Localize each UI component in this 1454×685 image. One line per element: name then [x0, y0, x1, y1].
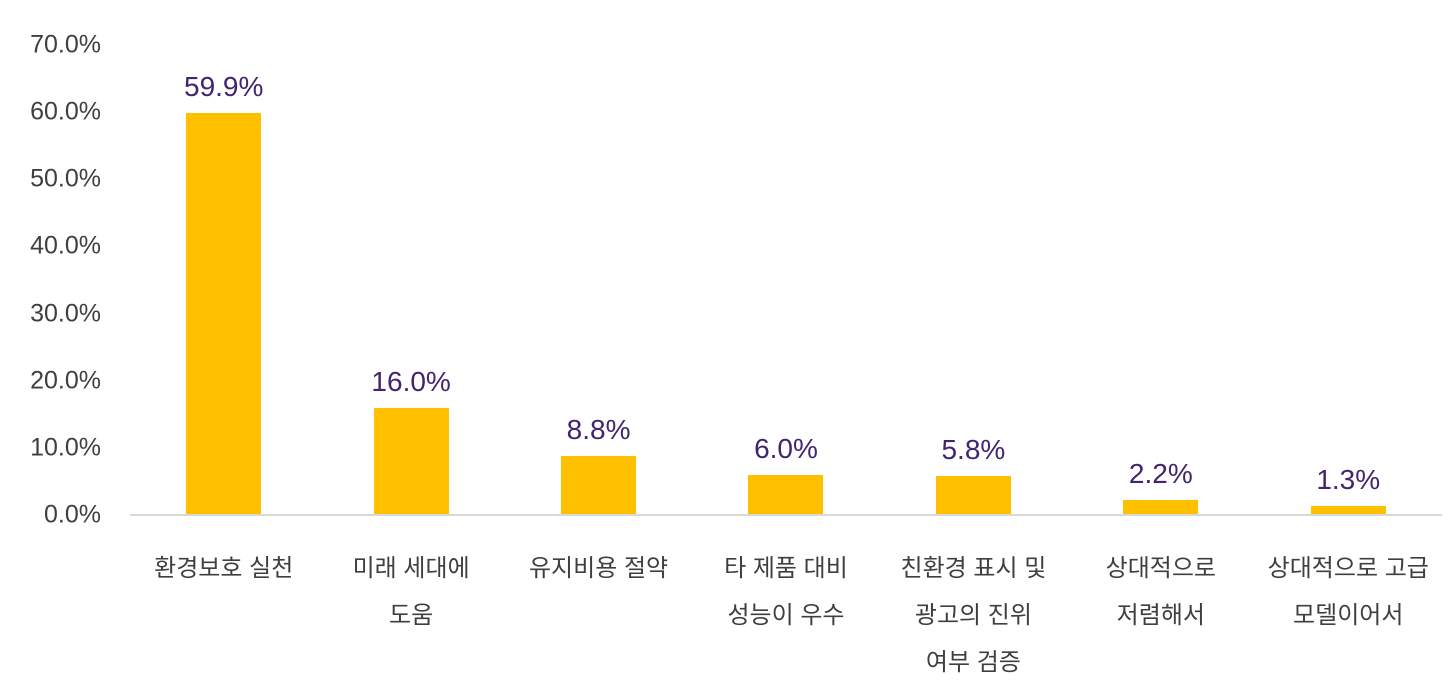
category-label-line: 환경보호 실천 — [154, 555, 294, 582]
bar-value-label: 8.8% — [566, 413, 631, 445]
bar-value-label: 1.3% — [1316, 464, 1381, 496]
category-label-line: 타 제품 대비 — [724, 555, 848, 582]
category-label-line: 상대적으로 고급 — [1267, 555, 1429, 582]
bar — [935, 476, 1011, 515]
category-label-line: 미래 세대에 — [352, 555, 470, 582]
y-tick-label: 10.0% — [30, 433, 101, 462]
category-label-line: 상대적으로 — [1105, 555, 1217, 582]
y-tick-label: 20.0% — [30, 366, 101, 395]
bar — [186, 112, 262, 515]
bar-slot: 59.9% 환경보호 실천 — [130, 45, 317, 582]
y-axis: 70.0% 60.0% 50.0% 40.0% 30.0% 20.0% 10.0% 0.0% — [0, 31, 105, 529]
category-label-line: 저렴해서 — [1116, 602, 1205, 629]
bar — [1310, 506, 1386, 515]
bar-value-label: 6.0% — [754, 432, 818, 464]
bar-value-label: 16.0% — [371, 365, 451, 397]
category-label-line: 여부 검증 — [925, 649, 1021, 676]
category-label-line: 성능이 우수 — [727, 602, 845, 629]
bar-value-label: 2.2% — [1128, 458, 1193, 490]
y-tick-label: 60.0% — [30, 97, 101, 126]
bar — [748, 474, 824, 515]
bar — [561, 455, 637, 515]
y-tick-label: 30.0% — [30, 299, 101, 328]
category-label-line: 광고의 진위 — [914, 602, 1032, 629]
category-label-line: 모델이어서 — [1293, 602, 1404, 629]
category-label: 유지비용 절약 — [495, 545, 702, 592]
category-label-line: 도움 — [389, 602, 434, 629]
category-label-line: 친환경 표시 및 — [900, 555, 1047, 582]
bar-value-label: 5.8% — [941, 434, 1006, 466]
y-tick-label: 40.0% — [30, 231, 101, 260]
bar-slot: 8.8% 유지비용 절약 — [505, 45, 692, 582]
category-label: 환경보호 실천 — [120, 545, 327, 592]
category-label-line: 유지비용 절약 — [528, 555, 669, 582]
y-tick-label: 50.0% — [30, 164, 101, 193]
y-tick-label: 0.0% — [44, 500, 101, 529]
bar — [373, 407, 449, 515]
x-axis-line — [130, 514, 1442, 516]
bar — [1123, 500, 1199, 515]
y-tick-label: 70.0% — [30, 30, 101, 59]
bar-value-label: 59.9% — [184, 70, 264, 102]
